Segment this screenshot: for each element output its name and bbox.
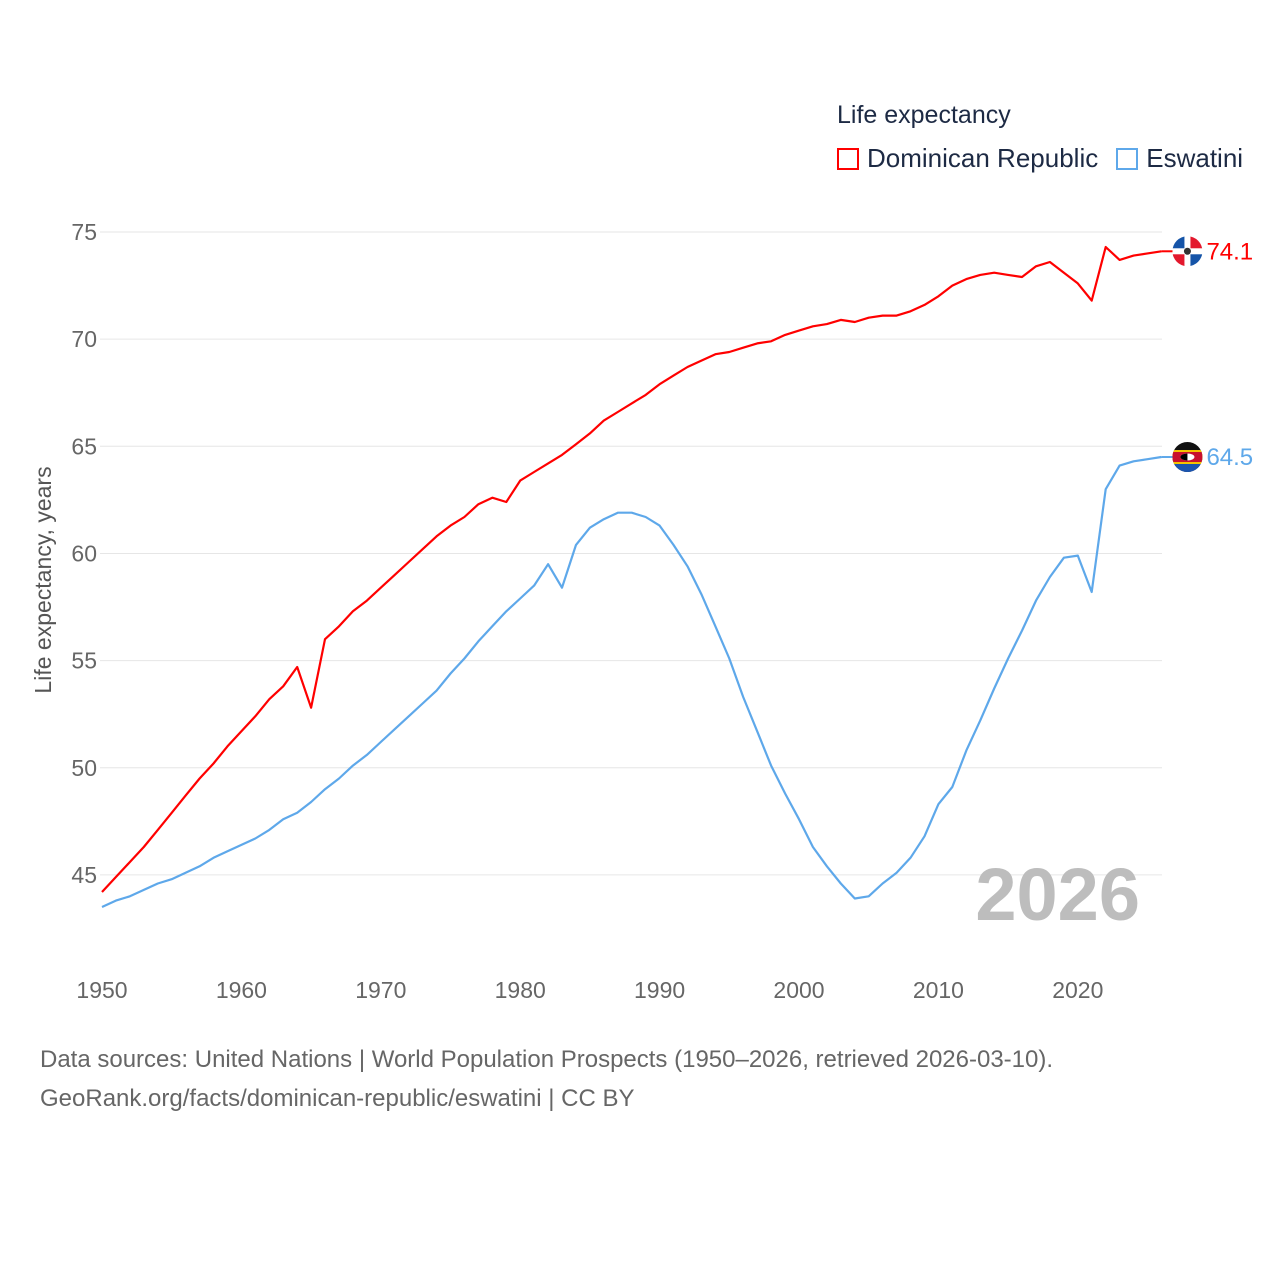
y-tick-label: 75 [71,219,97,245]
x-tick-label: 1970 [355,977,406,1003]
x-tick-label: 1960 [216,977,267,1003]
source-link[interactable]: GeoRank.org/facts/dominican-republic/esw… [40,1085,635,1112]
y-tick-label: 60 [71,540,97,566]
legend-title: Life expectancy [837,101,1011,129]
legend-swatch-dominican-republic[interactable] [837,147,859,170]
year-watermark: 2026 [975,853,1140,936]
x-tick-label: 2010 [913,977,964,1003]
flag-icon-eswatini [1172,442,1203,473]
y-axis-label: Life expectancy, years [30,466,56,693]
legend-swatch-eswatini[interactable] [1116,147,1139,170]
series-line-eswatini [101,455,1162,908]
legend: Dominican Republic Eswatini [837,143,1243,174]
legend-label-eswatini[interactable]: Eswatini [1146,143,1244,173]
x-tick-label: 1990 [634,977,685,1003]
flag-icon-dominican-republic [1172,236,1203,267]
y-tick-label: 45 [71,862,97,888]
x-tick-label: 2020 [1052,977,1103,1003]
series-line-dominican-republic [101,245,1162,893]
x-tick-label: 1950 [76,977,127,1003]
y-tick-label: 70 [71,326,97,352]
end-value-label-dominican-republic: 74.1 [1206,238,1253,265]
x-tick-label: 1980 [495,977,546,1003]
x-tick-label: 2000 [773,977,824,1003]
y-tick-label: 50 [71,755,97,781]
y-tick-label: 55 [71,648,97,674]
legend-label-dominican-republic[interactable]: Dominican Republic [867,143,1099,173]
end-value-label-eswatini: 64.5 [1206,444,1253,471]
data-source-note: Data sources: United Nations | World Pop… [40,1046,1054,1073]
y-tick-label: 65 [71,433,97,459]
